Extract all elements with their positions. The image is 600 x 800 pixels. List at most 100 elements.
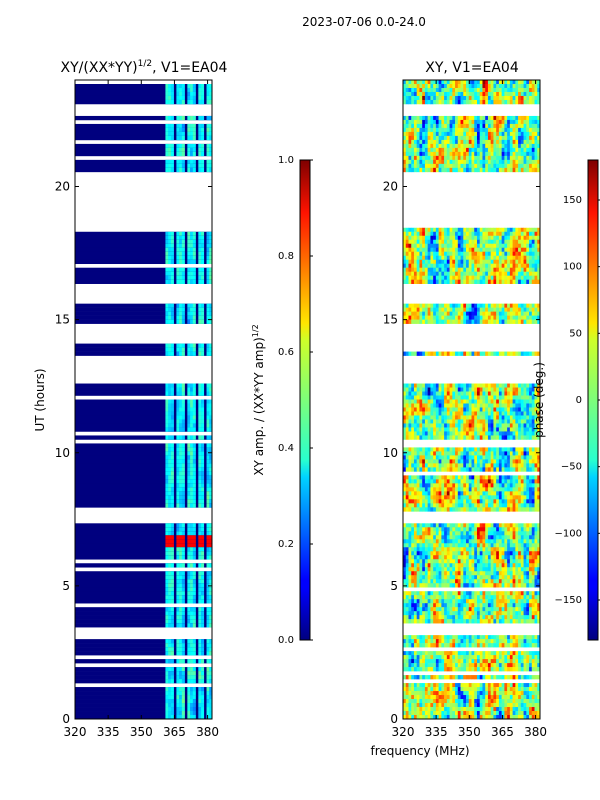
heatmap-cell bbox=[457, 115, 461, 121]
heatmap-cell bbox=[534, 403, 538, 408]
heatmap-cell bbox=[176, 151, 180, 157]
heatmap-cell bbox=[424, 119, 428, 125]
heatmap-cell bbox=[405, 87, 409, 93]
heatmap-cell bbox=[416, 467, 420, 472]
heatmap-cell bbox=[165, 251, 169, 257]
heatmap-cell bbox=[463, 455, 467, 460]
heatmap-cell bbox=[165, 247, 169, 253]
heatmap-cell bbox=[165, 459, 169, 464]
heatmap-cell bbox=[165, 527, 169, 532]
heatmap-cell bbox=[520, 271, 524, 276]
heatmap-cell bbox=[168, 687, 172, 692]
heatmap-cell bbox=[452, 523, 456, 528]
heatmap-cell bbox=[170, 679, 174, 684]
heatmap-cell bbox=[413, 391, 417, 396]
heatmap-cell bbox=[165, 595, 169, 600]
heatmap-cell bbox=[523, 423, 527, 428]
heatmap-cell bbox=[504, 315, 508, 320]
heatmap-cell bbox=[408, 423, 412, 428]
heatmap-cell bbox=[403, 491, 407, 496]
heatmap-cell bbox=[479, 131, 483, 137]
heatmap-cell bbox=[427, 487, 431, 492]
heatmap-cell bbox=[507, 467, 511, 472]
heatmap-cell bbox=[446, 315, 450, 320]
heatmap-cell bbox=[457, 167, 461, 173]
heatmap-cell bbox=[405, 263, 409, 269]
heatmap-cell bbox=[424, 315, 428, 320]
heatmap-cell bbox=[176, 87, 180, 93]
heatmap-cell bbox=[170, 575, 174, 580]
heatmap-cell bbox=[419, 267, 423, 272]
heatmap-cell bbox=[457, 407, 461, 412]
heatmap-cell bbox=[192, 407, 196, 412]
heatmap-cell bbox=[468, 455, 472, 460]
heatmap-cell bbox=[526, 483, 530, 488]
heatmap-cell bbox=[537, 263, 541, 269]
heatmap-cell bbox=[408, 387, 412, 392]
heatmap-cell bbox=[433, 495, 437, 500]
heatmap-cell bbox=[449, 231, 453, 237]
heatmap-cell bbox=[181, 623, 185, 628]
heatmap-cell bbox=[206, 599, 210, 604]
heatmap-cell bbox=[427, 407, 431, 412]
heatmap-cell bbox=[520, 503, 524, 508]
heatmap-cell bbox=[176, 491, 180, 496]
heatmap-cell bbox=[433, 415, 437, 420]
heatmap-cell bbox=[507, 419, 511, 424]
heatmap-cell bbox=[444, 455, 448, 460]
heatmap-cell bbox=[168, 311, 172, 316]
heatmap-cell bbox=[209, 455, 213, 460]
heatmap-cell bbox=[479, 427, 483, 432]
heatmap-cell bbox=[165, 475, 169, 480]
heatmap-cell bbox=[413, 275, 417, 280]
heatmap-cell bbox=[201, 411, 205, 416]
heatmap-cell bbox=[493, 303, 497, 308]
heatmap-cell bbox=[460, 503, 464, 508]
heatmap-cell bbox=[534, 267, 538, 272]
heatmap-cell bbox=[507, 311, 511, 316]
heatmap-cell bbox=[479, 451, 483, 456]
heatmap-cell bbox=[457, 351, 461, 356]
heatmap-cell bbox=[493, 459, 497, 464]
heatmap-cell bbox=[403, 303, 407, 308]
heatmap-row bbox=[75, 135, 212, 141]
heatmap-cell bbox=[433, 135, 437, 141]
heatmap-cell bbox=[455, 167, 459, 173]
heatmap-cell bbox=[187, 115, 191, 121]
heatmap-cell bbox=[444, 351, 448, 356]
heatmap-cell bbox=[526, 275, 530, 280]
heatmap-cell bbox=[192, 623, 196, 628]
heatmap-cell bbox=[444, 303, 448, 308]
heatmap-cell bbox=[518, 387, 522, 392]
heatmap-cell bbox=[531, 83, 535, 89]
heatmap-cell bbox=[430, 235, 434, 241]
heatmap-cell bbox=[487, 131, 491, 137]
heatmap-cell bbox=[504, 403, 508, 408]
heatmap-cell bbox=[435, 311, 439, 316]
heatmap-cell bbox=[209, 491, 213, 496]
heatmap-cell bbox=[209, 147, 213, 153]
heatmap-cell bbox=[493, 311, 497, 316]
heatmap-cell bbox=[520, 119, 524, 125]
heatmap-cell bbox=[192, 135, 196, 141]
heatmap-cell bbox=[482, 419, 486, 424]
heatmap-cell bbox=[438, 143, 442, 149]
heatmap-cell bbox=[198, 311, 202, 316]
heatmap-cell bbox=[192, 711, 196, 716]
heatmap-cell bbox=[179, 615, 183, 620]
heatmap-cell bbox=[422, 119, 426, 125]
heatmap-cell bbox=[187, 539, 191, 544]
heatmap-cell bbox=[179, 315, 183, 320]
heatmap-cell bbox=[198, 307, 202, 312]
heatmap-cell bbox=[170, 703, 174, 708]
heatmap-cell bbox=[479, 487, 483, 492]
heatmap-cell bbox=[408, 87, 412, 93]
heatmap-cell bbox=[416, 227, 420, 233]
heatmap-cell bbox=[430, 311, 434, 316]
heatmap-cell bbox=[490, 455, 494, 460]
heatmap-cell bbox=[192, 579, 196, 584]
heatmap-cell bbox=[403, 259, 407, 265]
heatmap-cell bbox=[471, 311, 475, 316]
heatmap-cell bbox=[187, 483, 191, 488]
heatmap-cell bbox=[444, 423, 448, 428]
